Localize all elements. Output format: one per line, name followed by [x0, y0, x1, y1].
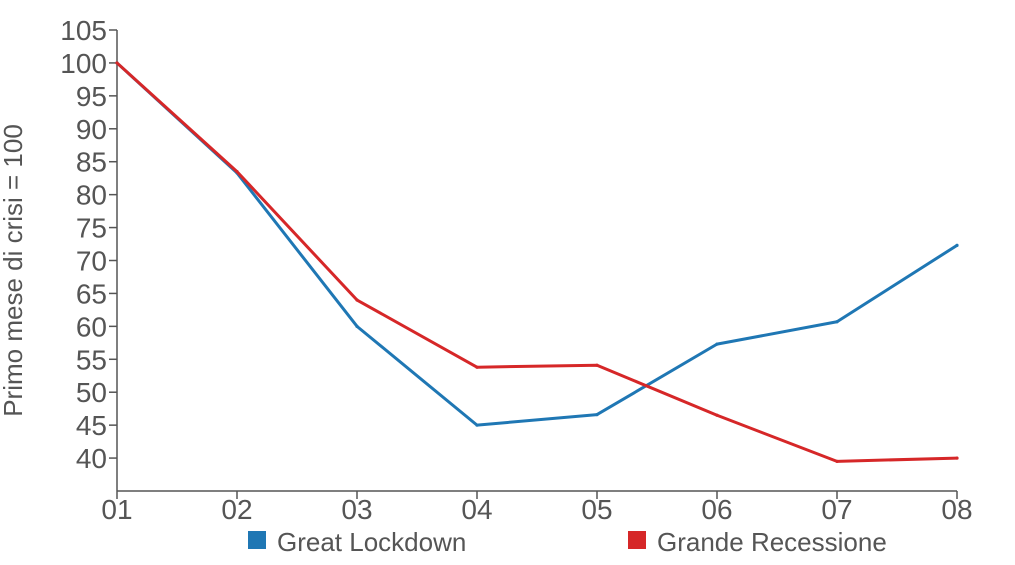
data-point-great-lockdown: [475, 423, 479, 427]
y-tick-label: 75: [76, 213, 107, 244]
y-tick-label: 85: [76, 147, 107, 178]
y-tick-label: 50: [76, 377, 107, 408]
legend-swatch-grande-recessione: [628, 531, 646, 549]
y-axis-title: Primo mese di crisi = 100: [0, 124, 28, 417]
x-tick-label: 07: [821, 494, 852, 525]
series-line-great-lockdown: [115, 61, 959, 427]
y-tick-label: 100: [60, 48, 107, 79]
data-point-great-lockdown: [595, 413, 599, 417]
x-tick-label: 04: [461, 494, 492, 525]
y-tick-label: 95: [76, 81, 107, 112]
data-point-grande-recessione: [115, 61, 119, 65]
data-point-great-lockdown: [355, 324, 359, 328]
legend: Great Lockdown Grande Recessione: [248, 527, 887, 557]
y-tick-label: 70: [76, 246, 107, 277]
y-tick-label: 40: [76, 443, 107, 474]
data-point-grande-recessione: [355, 298, 359, 302]
y-tick-label: 60: [76, 311, 107, 342]
data-point-great-lockdown: [715, 342, 719, 346]
x-tick-label: 05: [581, 494, 612, 525]
y-tick-label: 105: [60, 15, 107, 46]
data-point-great-lockdown: [955, 243, 959, 247]
y-tick-label: 65: [76, 278, 107, 309]
y-tick-label: 90: [76, 114, 107, 145]
data-point-grande-recessione: [475, 365, 479, 369]
x-tick-label: 06: [701, 494, 732, 525]
data-point-grande-recessione: [835, 459, 839, 463]
y-tick-label: 45: [76, 410, 107, 441]
data-point-grande-recessione: [955, 456, 959, 460]
data-point-great-lockdown: [835, 320, 839, 324]
y-tick-label: 80: [76, 180, 107, 211]
y-tick-label: 55: [76, 344, 107, 375]
series-layer: [115, 61, 959, 463]
x-tick-label: 03: [341, 494, 372, 525]
x-tick-label: 02: [221, 494, 252, 525]
legend-label-great-lockdown: Great Lockdown: [277, 527, 466, 557]
x-tick-label: 01: [101, 494, 132, 525]
data-point-grande-recessione: [595, 363, 599, 367]
legend-label-grande-recessione: Grande Recessione: [657, 527, 887, 557]
series-line-grande-recessione: [115, 61, 959, 463]
data-point-grande-recessione: [715, 413, 719, 417]
legend-swatch-great-lockdown: [248, 531, 266, 549]
x-tick-label: 08: [941, 494, 972, 525]
data-point-grande-recessione: [235, 169, 239, 174]
x-axis-ticks: 01 02 03 04 05 06 07 08: [101, 491, 973, 525]
